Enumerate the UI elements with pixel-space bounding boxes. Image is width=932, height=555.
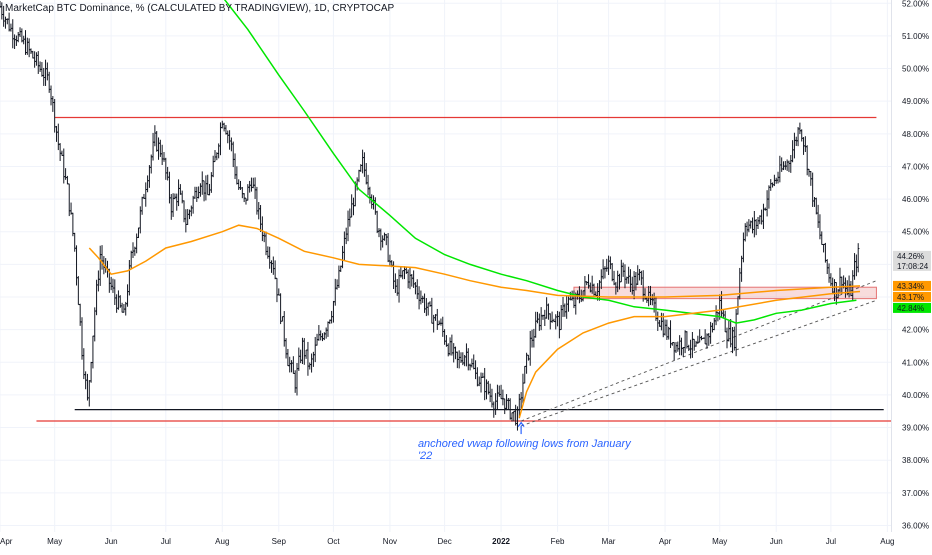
y-tick-label: 48.00%	[902, 130, 929, 139]
price-label-box	[893, 302, 931, 313]
x-tick-label: Feb	[551, 537, 565, 546]
y-tick-label: 47.00%	[902, 162, 929, 171]
time-axis[interactable]: Apr May Jun Jul Aug Sep Oct Nov Dec 2022 Feb Mar Apr…	[0, 537, 894, 546]
x-tick-label: Apr	[0, 537, 13, 546]
indicator-line	[223, 0, 857, 324]
price-label-value: 42.84%	[897, 304, 924, 313]
indicator-line	[88, 224, 861, 298]
indicator-line	[518, 290, 861, 419]
y-tick-label: 38.00%	[902, 456, 929, 465]
x-tick-label: Dec	[437, 537, 451, 546]
horizontal-level-lines	[36, 116, 891, 422]
x-tick-label: Apr	[659, 537, 672, 546]
price-label-box	[893, 291, 931, 302]
annotation-text: anchored vwap following lows from Januar…	[418, 438, 632, 450]
x-tick-label: Aug	[215, 537, 229, 546]
annotation-arrow-head	[517, 421, 525, 428]
x-tick-label: Jun	[770, 537, 783, 546]
annotation-text: '22	[418, 450, 432, 462]
x-tick-label: Jul	[161, 537, 171, 546]
x-tick-label: Nov	[383, 537, 397, 546]
y-tick-label: 45.00%	[902, 228, 929, 237]
x-tick-label: May	[47, 537, 62, 546]
price-label-box	[893, 250, 931, 271]
y-tick-label: 41.00%	[902, 358, 929, 367]
chart-title: MarketCap BTC Dominance, % (CALCULATED B…	[5, 3, 395, 14]
annotation-group: anchored vwap following lows from Januar…	[418, 421, 632, 462]
price-bar	[857, 243, 860, 273]
y-tick-label: 39.00%	[902, 424, 929, 433]
price-label-countdown: 17:08:24	[897, 262, 929, 271]
trend-lines	[520, 280, 877, 427]
y-tick-label: 50.00%	[902, 65, 929, 74]
y-tick-label: 42.00%	[902, 326, 929, 335]
x-tick-label: May	[712, 537, 727, 546]
y-tick-label: 37.00%	[902, 489, 929, 498]
price-bars	[0, 1, 860, 431]
y-tick-label: 46.00%	[902, 195, 929, 204]
x-tick-label: Mar	[602, 537, 616, 546]
y-tick-label: 49.00%	[902, 97, 929, 106]
price-label-value: 44.26%	[897, 252, 924, 261]
y-tick-label: 51.00%	[902, 32, 929, 41]
x-tick-label: Oct	[327, 537, 340, 546]
indicator-lines	[88, 0, 861, 419]
price-axis-labels: 44.26%17:08:24 43.34% 43.17% 42.84%	[893, 250, 931, 313]
price-label-value: 43.34%	[897, 282, 924, 291]
price-label-box	[893, 280, 931, 291]
y-tick-label: 36.00%	[902, 521, 929, 530]
x-tick-label: Jul	[826, 537, 836, 546]
x-tick-label: Aug	[880, 537, 894, 546]
x-tick-label: Sep	[272, 537, 287, 546]
grid-lines	[0, 0, 891, 532]
x-tick-label: 2022	[492, 537, 510, 546]
y-tick-label: 52.00%	[902, 0, 929, 8]
trend-line	[520, 280, 877, 422]
price-label-value: 43.17%	[897, 293, 924, 302]
y-tick-label: 40.00%	[902, 391, 929, 400]
trend-line	[520, 299, 877, 427]
x-tick-label: Jun	[105, 537, 118, 546]
